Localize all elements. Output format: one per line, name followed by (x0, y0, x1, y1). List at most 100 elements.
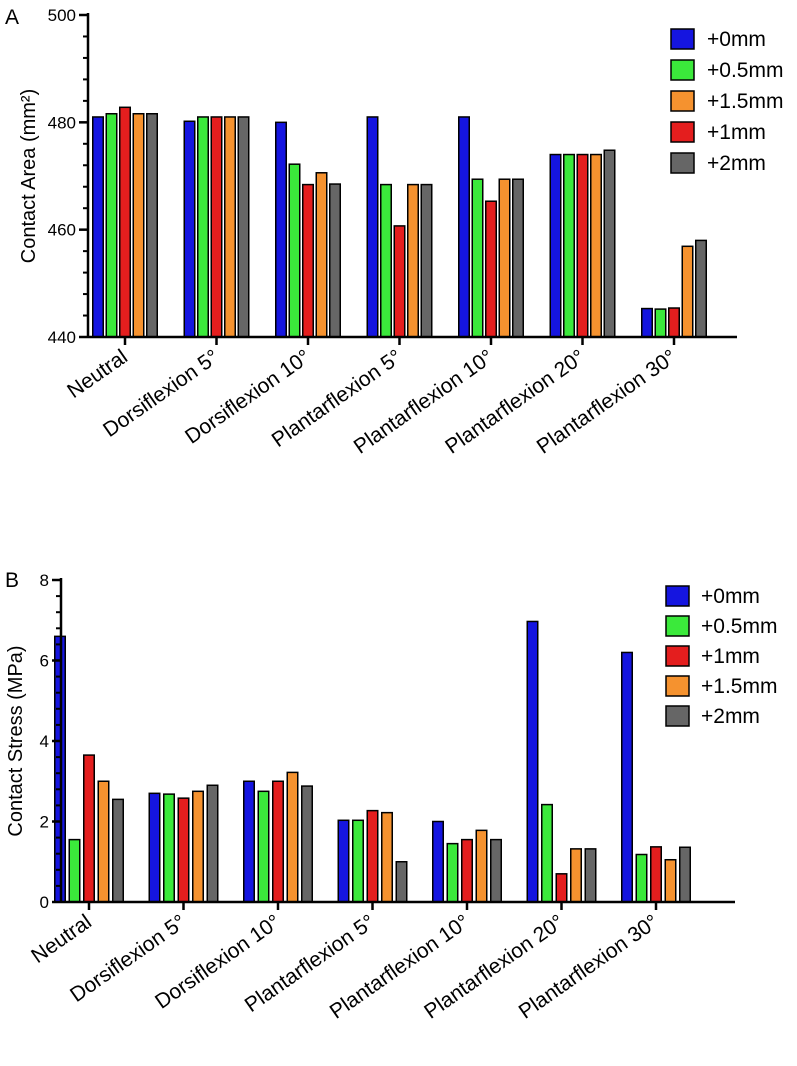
panel-a-bar (471, 178, 484, 338)
panel-a-bar (380, 183, 392, 338)
panel-b-bar (432, 820, 444, 903)
panel-b-bar (337, 819, 350, 903)
panel-a-category-label: Neutral (63, 345, 132, 403)
panel-b-bar (555, 873, 568, 903)
panel-b-bar (112, 798, 124, 903)
panel-b-letter: B (5, 569, 19, 592)
panel-b-bar (163, 793, 175, 903)
panel-a-bar (641, 307, 653, 338)
panel-a-bar (393, 225, 406, 338)
panel-a-bar (224, 116, 236, 338)
panel-a-bar (275, 121, 287, 338)
panel-b-legend-swatch (665, 585, 690, 607)
panel-a-bar (210, 116, 223, 338)
panel-a-bar (668, 307, 680, 338)
panel-a-legend-label: +1.5mm (707, 90, 783, 113)
panel-a-legend-label: +0.5mm (707, 59, 783, 82)
panel-b-bar (541, 803, 553, 903)
panel-b-legend-label: +1mm (701, 645, 760, 668)
panel-a-bar (132, 112, 145, 338)
panel-b-bar (68, 838, 81, 903)
panel-b-bar (475, 829, 488, 903)
panel-a-bar (512, 178, 524, 338)
panel-b-bar (243, 780, 255, 903)
panel-a-letter: A (5, 6, 19, 29)
panel-b-bar (635, 853, 648, 903)
panel-b-bar (526, 620, 539, 903)
panel-b-y-axis-title: Contact Stress (MPa) (5, 645, 27, 836)
panel-a-bar (654, 308, 667, 338)
panel-a-legend-swatch (670, 28, 695, 50)
panel-a-legend-swatch (670, 121, 695, 143)
panel-b-bar (272, 780, 284, 903)
panel-a-legend-label: +1mm (707, 121, 766, 144)
panel-b-bar (679, 846, 691, 903)
panel-a-bar (407, 183, 419, 338)
panel-a-y-tick-label: 500 (48, 6, 76, 25)
panel-b-legend-label: +0mm (701, 585, 760, 608)
panel-b-bar (83, 754, 95, 903)
panel-b-bar (621, 651, 633, 903)
panel-a-bar (366, 116, 379, 338)
panel-a-bar (681, 245, 694, 338)
panel-a-legend-swatch (670, 90, 695, 112)
panel-b-bar (664, 858, 677, 903)
panel-a-bar (549, 153, 562, 338)
panel-b-legend-swatch (665, 645, 690, 667)
panel-b-bar (286, 771, 299, 903)
panel-a-bar (92, 116, 104, 338)
panel-b-bar (177, 797, 190, 903)
panel-a-bar (197, 116, 209, 338)
panel-b-bar (461, 838, 473, 903)
panel-a-bar (329, 183, 341, 338)
panel-a-y-tick-label: 440 (48, 328, 76, 347)
panel-a-bar (146, 112, 158, 338)
panel-b-bar (490, 838, 502, 903)
panel-a-bar (288, 163, 301, 338)
panel-a-y-tick-label: 480 (48, 113, 76, 132)
panel-b-y-tick-label: 2 (40, 813, 49, 832)
panel-a-bar (105, 112, 118, 338)
panel-a-bar (603, 149, 616, 338)
panel-b-bar (395, 861, 408, 903)
panel-b-bar (97, 780, 110, 903)
panel-b-bar (352, 819, 364, 903)
panel-a-bar (590, 153, 602, 338)
panel-b-y-tick-label: 4 (40, 732, 49, 751)
panel-b-y-tick-label: 6 (40, 652, 49, 671)
panel-a-legend-swatch (670, 152, 695, 174)
panel-a-bar (119, 106, 131, 338)
panel-a-bar (695, 239, 707, 338)
panel-b-legend-label: +0.5mm (701, 615, 777, 638)
panel-a-bar (237, 116, 250, 338)
panel-b-category-label: Neutral (27, 910, 96, 968)
panel-a-y-axis-title: Contact Area (mm²) (18, 89, 40, 263)
panel-a-bar (563, 153, 575, 338)
panel-b-legend-label: +2mm (701, 705, 760, 728)
panel-b-bar (206, 784, 219, 903)
panel-b-bar (257, 790, 270, 903)
panel-b-bar (301, 785, 313, 903)
panel-b-bar (446, 842, 459, 903)
panel-a-bar (420, 183, 433, 338)
panel-b-y-tick-label: 0 (40, 893, 49, 912)
panel-b-legend-label: +1.5mm (701, 675, 777, 698)
panel-b-bar (570, 848, 582, 903)
panel-b-y-tick-label: 8 (40, 571, 49, 590)
panel-a-bar (576, 153, 589, 338)
panel-a-bar (315, 172, 328, 338)
panel-a-bar (302, 183, 314, 338)
panel-a-legend-label: +0mm (707, 28, 766, 51)
panel-a-bar (458, 116, 470, 338)
panel-b-bar (148, 792, 161, 903)
panel-b-bar (584, 848, 597, 903)
panel-a-bar (485, 200, 497, 338)
panel-a-bar (183, 120, 196, 338)
panel-a-bar (498, 178, 511, 338)
panel-b-bar (192, 790, 204, 903)
panel-b-bar (381, 811, 393, 903)
panel-b-legend-swatch (665, 615, 690, 637)
